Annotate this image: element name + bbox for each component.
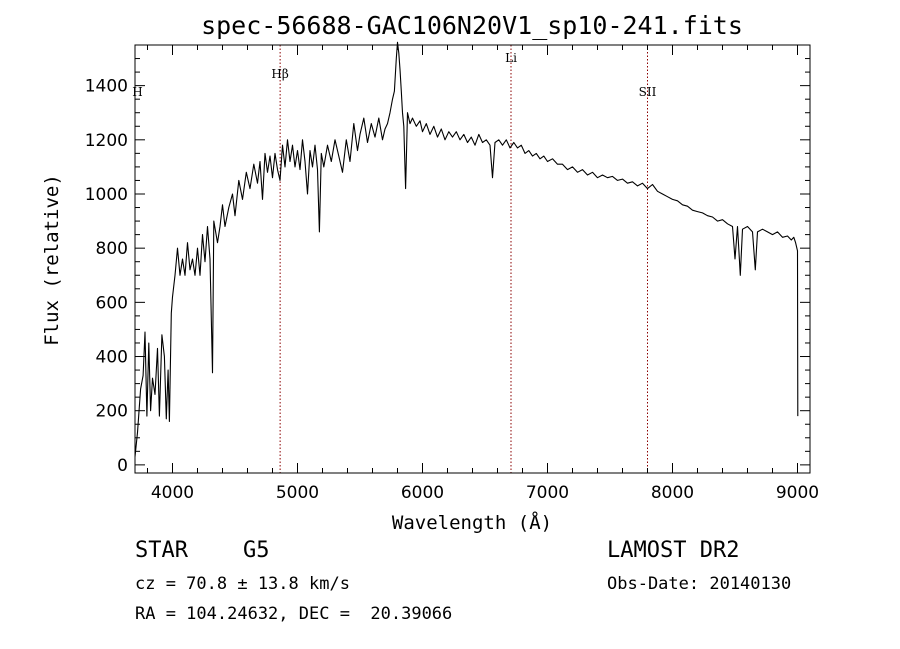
y-axis-label: Flux (relative) bbox=[41, 174, 63, 346]
x-axis-label: Wavelength (Å) bbox=[392, 511, 552, 534]
marker-label-2: Li bbox=[505, 51, 517, 65]
y-tick-label-1200: 1200 bbox=[85, 131, 128, 151]
y-tick-label-1000: 1000 bbox=[85, 185, 128, 205]
x-tick-label-6000: 6000 bbox=[401, 483, 444, 503]
x-tick-label-8000: 8000 bbox=[651, 483, 694, 503]
y-tick-label-400: 400 bbox=[96, 348, 128, 368]
marker-label-0: H bbox=[132, 85, 142, 99]
x-tick-label-5000: 5000 bbox=[276, 483, 319, 503]
plot-frame bbox=[134, 44, 811, 474]
y-tick-label-0: 0 bbox=[117, 456, 128, 476]
marker-label-1: Hβ bbox=[271, 67, 288, 81]
survey-label: LAMOST DR2 bbox=[607, 538, 740, 563]
spectrum-line bbox=[134, 41, 799, 457]
chart-title: spec-56688-GAC106N20V1_sp10-241.fits bbox=[201, 11, 743, 40]
y-tick-label-600: 600 bbox=[96, 293, 128, 313]
subclass-label: G5 bbox=[243, 538, 270, 563]
y-tick-label-200: 200 bbox=[96, 402, 128, 422]
obs-date-readout: Obs-Date: 20140130 bbox=[607, 574, 792, 594]
x-tick-label-9000: 9000 bbox=[776, 483, 819, 503]
y-tick-label-1400: 1400 bbox=[85, 77, 128, 97]
marker-label-3: SII bbox=[639, 85, 657, 99]
x-tick-label-7000: 7000 bbox=[526, 483, 569, 503]
coordinates-readout: RA = 104.24632, DEC = 20.39066 bbox=[135, 604, 453, 624]
class-label: STAR bbox=[135, 538, 188, 563]
y-tick-label-800: 800 bbox=[96, 239, 128, 259]
x-tick-label-4000: 4000 bbox=[151, 483, 194, 503]
velocity-readout: cz = 70.8 ± 13.8 km/s bbox=[135, 574, 350, 594]
